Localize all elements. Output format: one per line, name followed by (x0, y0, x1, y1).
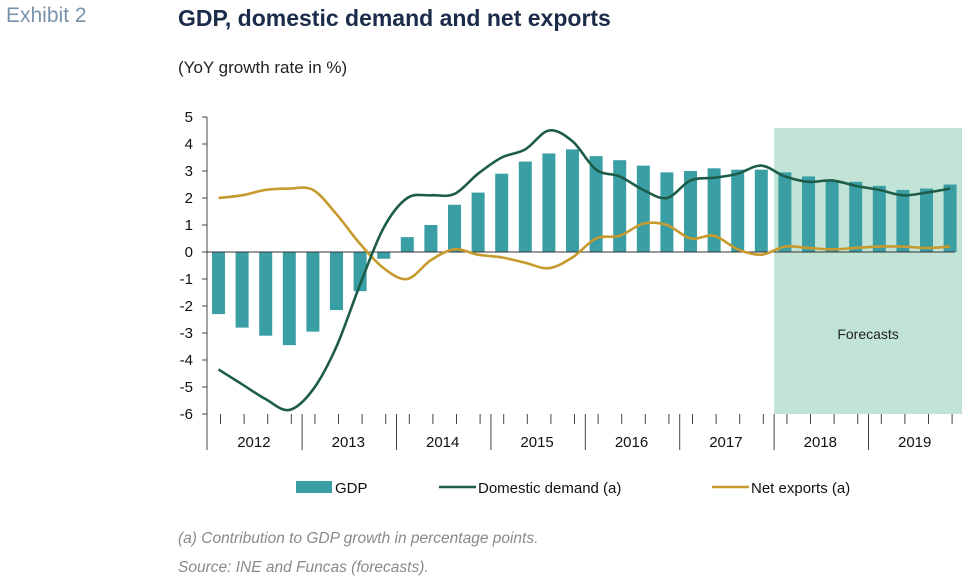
forecast-region: Forecasts (774, 128, 962, 414)
gdp-bar (707, 168, 721, 252)
gdp-bar (589, 156, 603, 252)
gdp-bar (377, 252, 391, 259)
gdp-bar (566, 149, 579, 252)
gdp-bar (825, 180, 839, 252)
y-tick-label: 3 (185, 163, 193, 180)
y-tick-label: -1 (180, 271, 193, 288)
gdp-bar (448, 204, 461, 252)
gdp-bar (518, 161, 532, 252)
gdp-bar (259, 252, 273, 336)
y-tick-label: -6 (180, 406, 193, 423)
gdp-bar (872, 185, 886, 252)
y-tick-label: -3 (180, 325, 193, 342)
gdp-bar (212, 252, 225, 315)
legend-label-net-exports: Net exports (a) (751, 480, 850, 497)
gdp-bar (495, 173, 509, 252)
gdp-bar (282, 252, 296, 346)
net-exports-line (218, 186, 951, 281)
gdp-bar (424, 225, 438, 252)
x-year-label: 2012 (237, 434, 270, 451)
gdp-bar (306, 252, 320, 332)
gdp-bar (896, 189, 910, 252)
gdp-bar (330, 252, 343, 311)
legend-swatch-gdp (296, 481, 332, 493)
legend: GDP Domestic demand (a) Net exports (a) (296, 480, 850, 497)
gdp-bar (754, 169, 768, 252)
x-year-label: 2018 (804, 434, 837, 451)
domestic-demand-line (217, 129, 951, 412)
y-tick-label: 4 (185, 136, 193, 153)
x-year-label: 2017 (709, 434, 742, 451)
gdp-bar (920, 188, 933, 252)
forecast-label: Forecasts (837, 326, 898, 342)
gdp-bar (353, 252, 367, 292)
exhibit-label: Exhibit 2 (6, 4, 87, 27)
gdp-bars (212, 149, 957, 346)
gdp-bar (636, 165, 650, 252)
x-year-label: 2016 (615, 434, 648, 451)
chart-title: GDP, domestic demand and net exports (178, 5, 611, 31)
y-tick-label: -2 (180, 298, 193, 315)
y-tick-label: -5 (180, 379, 193, 396)
series-lines (217, 129, 951, 412)
gdp-bar (943, 184, 957, 252)
footnote-contribution: (a) Contribution to GDP growth in percen… (178, 530, 539, 547)
x-year-label: 2019 (898, 434, 931, 451)
x-year-label: 2014 (426, 434, 459, 451)
legend-label-domestic-demand: Domestic demand (a) (478, 480, 621, 497)
x-year-label: 2015 (520, 434, 553, 451)
legend-label-gdp: GDP (335, 480, 368, 497)
y-tick-label: 2 (185, 190, 193, 207)
gdp-bar (400, 237, 414, 252)
gdp-bar (802, 176, 815, 252)
gdp-bar (542, 153, 556, 252)
gdp-bar (778, 172, 792, 252)
forecast-shade (774, 128, 962, 414)
y-tick-label: 1 (185, 217, 193, 234)
gdp-bar (235, 252, 249, 328)
y-tick-label: 0 (185, 244, 193, 261)
y-tick-label: -4 (180, 352, 193, 369)
gdp-bar (613, 160, 627, 252)
axes: 5 4 3 2 1 0 -1 -2 -3 -4 -5 -6 2012 2013 2014 2015 2016 20… (180, 109, 955, 451)
footnote-source: Source: INE and Funcas (forecasts). (178, 559, 429, 576)
gdp-bar (731, 169, 745, 252)
y-tick-label: 5 (185, 109, 193, 126)
gdp-bar (660, 172, 674, 252)
gdp-bar (471, 192, 485, 252)
x-year-label: 2013 (332, 434, 365, 451)
gdp-bar (684, 171, 697, 252)
chart-subtitle: (YoY growth rate in %) (178, 58, 348, 77)
gdp-bar (849, 181, 863, 252)
